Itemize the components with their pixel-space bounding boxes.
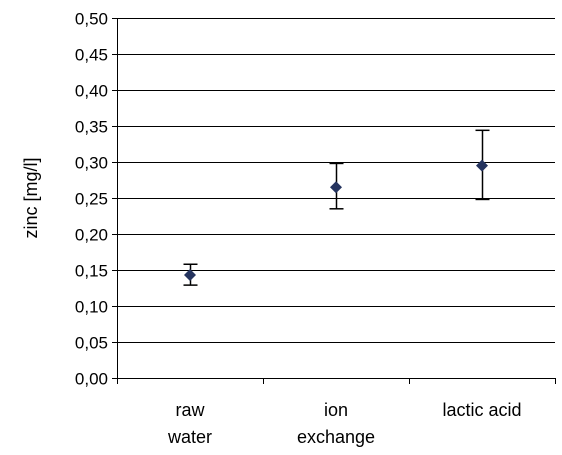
y-axis-ticks: 0,00 0,05 0,10 0,15 0,20 0,25 0,30 0,35 0,40 0,45… [75,10,117,389]
x-category-label: ion exchange [297,400,375,447]
y-tick-label: 0,40 [75,82,108,101]
y-axis-title: zinc [mg/l] [21,157,41,238]
x-category-label: lactic acid [442,400,521,420]
error-bars [183,129,490,286]
y-tick-label: 0,15 [75,262,108,281]
y-tick-label: 0,50 [75,10,108,29]
data-points [184,159,488,282]
y-tick-label: 0,35 [75,118,108,137]
x-category-label: raw water [167,400,212,447]
y-tick-label: 0,45 [75,46,108,65]
y-tick-label: 0,10 [75,298,108,317]
y-tick-label: 0,20 [75,226,108,245]
y-tick-label: 0,00 [75,370,108,389]
data-point-marker [184,269,196,282]
data-point-marker [330,181,342,194]
y-tick-label: 0,05 [75,334,108,353]
x-axis-ticks: raw water ion exchange lactic acid [117,378,556,447]
y-tick-label: 0,30 [75,154,108,173]
y-tick-label: 0,25 [75,190,108,209]
data-point-marker [476,159,488,172]
